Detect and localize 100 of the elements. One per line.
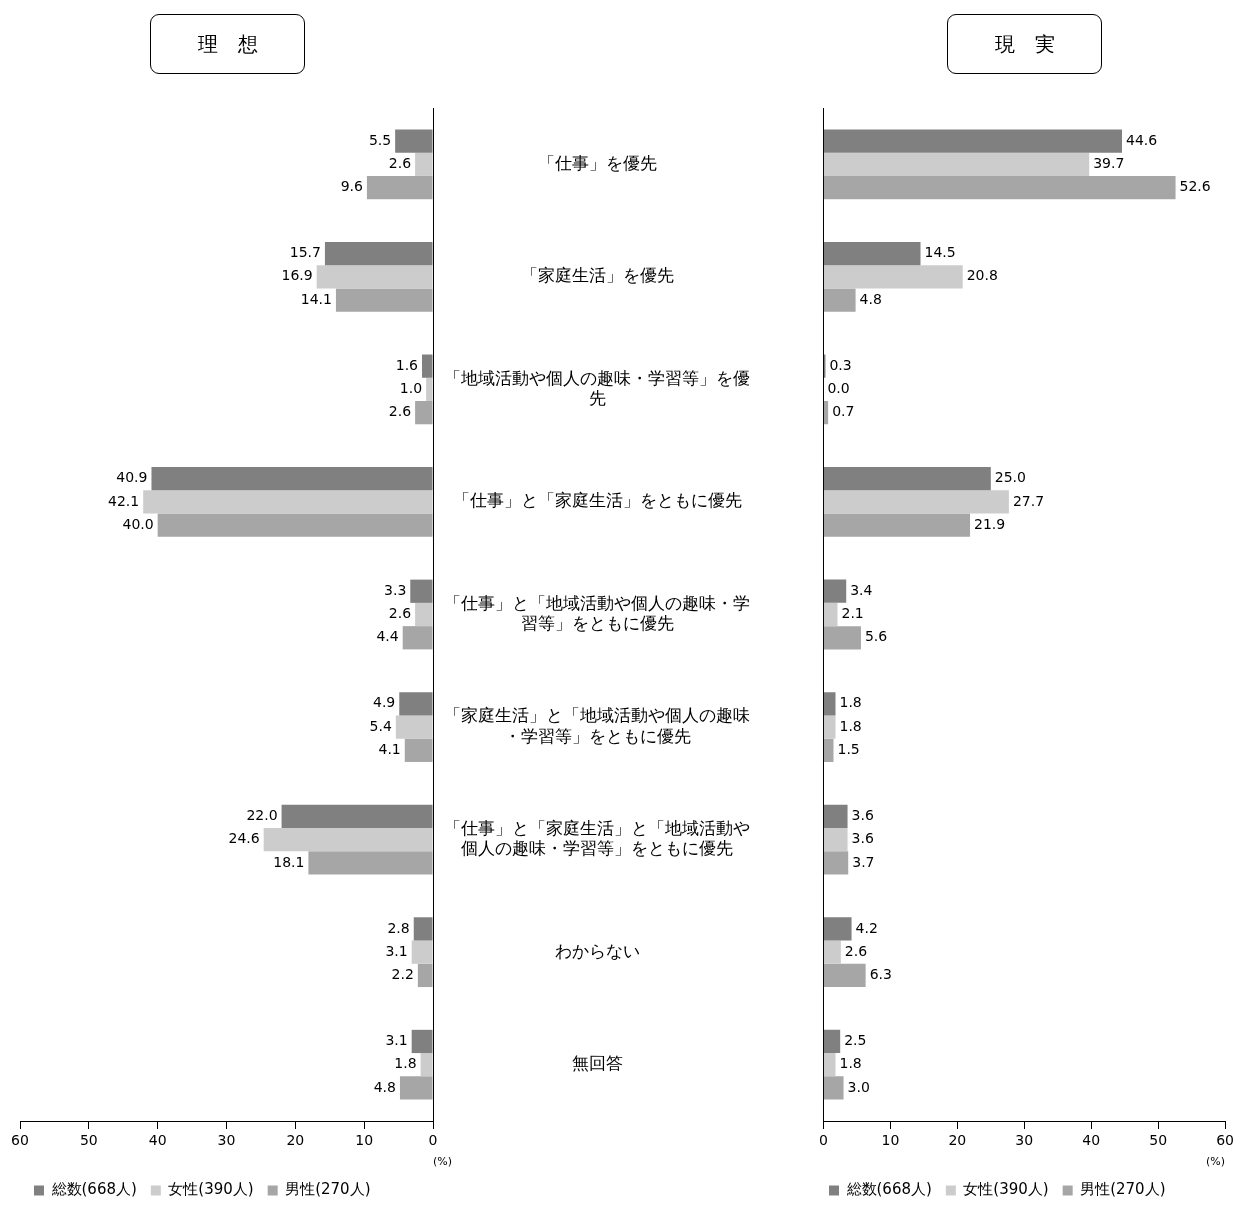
data-label: 3.4 bbox=[850, 581, 873, 598]
data-label: 14.5 bbox=[924, 244, 956, 261]
bar bbox=[823, 152, 1090, 176]
x-tick-label: 30 bbox=[217, 1132, 236, 1149]
bar bbox=[395, 129, 433, 153]
data-label: 5.5 bbox=[368, 131, 392, 148]
data-label: 42.1 bbox=[108, 492, 140, 509]
data-label: 16.9 bbox=[281, 267, 313, 284]
data-label: 44.6 bbox=[1126, 131, 1158, 148]
bar bbox=[151, 467, 433, 491]
bar bbox=[823, 265, 963, 289]
y-tick-label: 「仕事」と「家庭生活」をともに優先 bbox=[452, 490, 742, 511]
data-label: 3.1 bbox=[385, 1032, 408, 1049]
bar bbox=[823, 692, 836, 716]
bar bbox=[366, 175, 433, 200]
bar bbox=[281, 804, 433, 828]
bar bbox=[404, 738, 433, 762]
data-label: 0.7 bbox=[832, 403, 855, 420]
data-label: 1.8 bbox=[839, 1055, 862, 1072]
bar bbox=[823, 1053, 836, 1077]
bar bbox=[823, 579, 847, 603]
legend-label: 男性(270人) bbox=[285, 1180, 371, 1199]
chart-title: 現 実 bbox=[947, 14, 1102, 74]
data-label: 5.6 bbox=[864, 628, 888, 645]
bar bbox=[415, 152, 433, 176]
bar bbox=[823, 401, 829, 425]
bar bbox=[413, 917, 433, 941]
bar bbox=[399, 692, 433, 716]
bar bbox=[823, 1076, 844, 1100]
bar bbox=[823, 827, 848, 852]
bar bbox=[415, 602, 433, 627]
data-label: 27.7 bbox=[1012, 492, 1045, 509]
data-label: 52.6 bbox=[1179, 178, 1211, 195]
data-label: 2.5 bbox=[844, 1032, 867, 1049]
y-tick-label: 無回答 bbox=[571, 1053, 623, 1074]
bar bbox=[823, 241, 921, 266]
bar bbox=[823, 602, 838, 627]
bar bbox=[411, 940, 433, 964]
data-label: 2.6 bbox=[388, 154, 412, 171]
data-label: 40.9 bbox=[116, 469, 148, 486]
x-tick-label: 20 bbox=[286, 1132, 305, 1149]
x-tick-label: 0 bbox=[428, 1132, 438, 1149]
bar bbox=[823, 963, 866, 988]
data-label: 24.6 bbox=[228, 830, 260, 847]
bar bbox=[823, 1029, 841, 1054]
y-tick-label: 「仕事」と「地域活動や個人の趣味・学習等」をともに優先 bbox=[444, 592, 750, 634]
bar bbox=[823, 129, 1123, 153]
data-label: 0.3 bbox=[829, 356, 852, 373]
y-tick-label: わからない bbox=[554, 940, 640, 961]
data-label: 1.8 bbox=[839, 717, 862, 734]
legend-label: 男性(270人) bbox=[1080, 1180, 1166, 1199]
bar bbox=[421, 354, 433, 378]
bar bbox=[823, 738, 834, 762]
bar bbox=[263, 827, 433, 852]
data-label: 1.8 bbox=[394, 1055, 417, 1072]
bar bbox=[823, 940, 841, 964]
bar bbox=[316, 265, 433, 289]
x-axis-title: (%) bbox=[1206, 1155, 1226, 1169]
bar bbox=[324, 241, 433, 266]
bar bbox=[402, 626, 433, 650]
x-tick-label: 20 bbox=[948, 1132, 967, 1149]
y-tick-label: 「仕事」と「家庭生活」と「地域活動や個人の趣味・学習等」をともに優先 bbox=[444, 817, 750, 859]
y-tick-label: 「家庭生活」を優先 bbox=[520, 265, 674, 286]
bar bbox=[823, 175, 1176, 200]
bar bbox=[823, 804, 848, 828]
data-label: 2.6 bbox=[844, 942, 868, 959]
data-label: 4.2 bbox=[855, 919, 878, 936]
x-tick-label: 50 bbox=[1149, 1132, 1168, 1149]
data-label: 18.1 bbox=[273, 853, 305, 870]
data-label: 3.1 bbox=[385, 942, 408, 959]
legend-label: 女性(390人) bbox=[168, 1180, 254, 1199]
bar bbox=[823, 917, 852, 941]
y-tick-label: 「地域活動や個人の趣味・学習等」を優先 bbox=[444, 367, 750, 409]
bar bbox=[420, 1053, 433, 1077]
bar bbox=[335, 288, 433, 312]
x-tick-label: 40 bbox=[148, 1132, 167, 1149]
data-label: 21.9 bbox=[974, 515, 1006, 532]
bar bbox=[157, 513, 433, 537]
bar bbox=[823, 513, 971, 537]
bar bbox=[417, 963, 433, 988]
bar bbox=[399, 1076, 433, 1100]
legend-label: 総数(668人) bbox=[50, 1180, 137, 1199]
data-label: 1.5 bbox=[837, 740, 860, 757]
x-tick-label: 60 bbox=[11, 1132, 29, 1149]
x-tick-label: 30 bbox=[1015, 1132, 1034, 1149]
bar bbox=[823, 715, 836, 739]
data-label: 39.7 bbox=[1093, 154, 1125, 171]
bar bbox=[415, 401, 433, 425]
y-tick-label: 「仕事」を優先 bbox=[537, 152, 657, 173]
legend-label: 総数(668人) bbox=[845, 1180, 932, 1199]
legend-label: 女性(390人) bbox=[963, 1180, 1049, 1199]
data-label: 25.0 bbox=[994, 469, 1026, 486]
data-label: 9.6 bbox=[340, 178, 364, 195]
data-label: 15.7 bbox=[289, 244, 321, 261]
data-label: 2.2 bbox=[391, 966, 414, 983]
chart-title: 理 想 bbox=[150, 14, 305, 74]
data-label: 2.6 bbox=[388, 403, 412, 420]
data-label: 4.1 bbox=[378, 740, 401, 757]
data-label: 4.4 bbox=[376, 628, 399, 645]
data-label: 3.6 bbox=[851, 806, 874, 823]
